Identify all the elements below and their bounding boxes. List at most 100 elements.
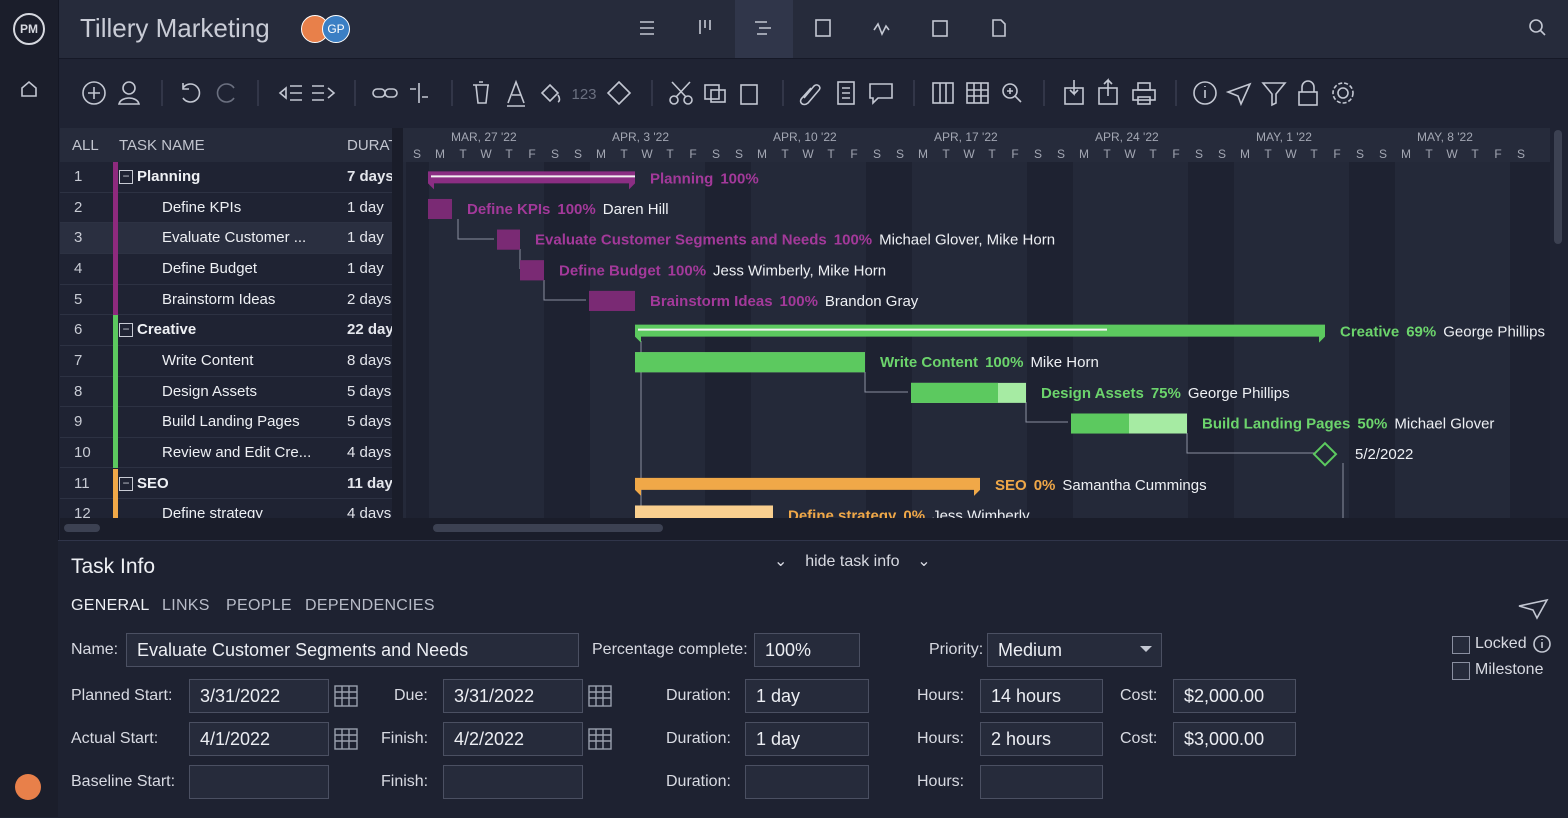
number-format-tool[interactable]: 123 (571, 86, 596, 103)
task-name: Creative (137, 321, 197, 339)
bar-name: Evaluate Customer Segments and Needs (535, 232, 827, 249)
task-progress (589, 290, 635, 311)
task-name: Define KPIs (162, 198, 242, 216)
bar-label: Brainstorm Ideas 100% Brandon Gray (650, 293, 919, 310)
hours-input[interactable] (980, 765, 1103, 799)
calendar-icons[interactable] (334, 684, 614, 754)
row-id: 12 (74, 505, 91, 518)
day-label: S (574, 147, 582, 161)
column-header[interactable]: TASK NAME (119, 137, 205, 154)
day-label: T (1471, 147, 1479, 161)
day-label: S (1379, 147, 1387, 161)
task-progress (497, 229, 520, 250)
day-label: T (505, 147, 513, 161)
day-label: T (1310, 147, 1318, 161)
toolbar-icons[interactable] (82, 78, 1354, 107)
name-input[interactable]: Evaluate Customer Segments and Needs (126, 633, 579, 667)
field-label: Cost: (1120, 687, 1158, 704)
bar-assignee: Michael Glover, Mike Horn (879, 232, 1055, 249)
row-stripe (113, 499, 118, 518)
send-icon[interactable] (1516, 598, 1550, 620)
scroll-thumb[interactable] (64, 524, 100, 532)
day-label: T (781, 147, 789, 161)
project-title: Tillery Marketing (80, 13, 270, 43)
panel-toggle[interactable]: ⌄ hide task info ⌄ (774, 551, 931, 571)
percent-input[interactable]: 100% (754, 633, 860, 667)
scroll-thumb[interactable] (433, 524, 663, 532)
row-stripe (113, 253, 118, 285)
date-input[interactable]: 3/31/2022 (443, 679, 583, 713)
tab[interactable]: GENERAL (71, 597, 150, 614)
checkbox[interactable] (1452, 662, 1470, 680)
date-input[interactable] (443, 765, 583, 799)
splitter[interactable] (392, 128, 403, 540)
week-label: MAY, 1 '22 (1256, 130, 1312, 144)
field-label: Cost: (1120, 730, 1158, 747)
duration-input[interactable] (745, 765, 869, 799)
bar-label: SEO 0% Samantha Cummings (995, 477, 1207, 494)
tab[interactable]: PEOPLE (226, 597, 292, 614)
column-header[interactable]: ALL (72, 137, 99, 154)
user-avatar[interactable] (15, 774, 41, 800)
day-label: T (1425, 147, 1433, 161)
duration-input[interactable]: 1 day (745, 679, 869, 713)
dropdown-arrow (1140, 646, 1152, 652)
date-input[interactable] (189, 765, 329, 799)
week-label: MAY, 8 '22 (1417, 130, 1473, 144)
hours-input[interactable]: 2 hours (980, 722, 1103, 756)
bar-name: Planning (650, 170, 713, 187)
checkbox[interactable] (1452, 636, 1470, 654)
day-label: F (1011, 147, 1018, 161)
tab[interactable]: LINKS (162, 597, 210, 614)
bar-percent: 100% (668, 262, 706, 279)
priority-select[interactable]: Medium (987, 633, 1162, 667)
bar-label: Define KPIs 100% Daren Hill (467, 201, 669, 218)
logo[interactable]: PM (13, 13, 45, 45)
task-name: SEO (137, 474, 169, 492)
week-label: APR, 10 '22 (773, 130, 837, 144)
sidebar (0, 0, 59, 817)
weekend-column (1533, 162, 1550, 518)
task-row[interactable] (60, 499, 392, 518)
grid-scrollbar (60, 518, 392, 540)
field-label: Duration: (666, 730, 731, 747)
day-label: W (1124, 147, 1136, 161)
avatar[interactable]: GP (322, 15, 350, 43)
tab[interactable]: DEPENDENCIES (305, 597, 435, 614)
chevron: ⌄ (774, 553, 788, 570)
scroll-thumb[interactable] (1554, 130, 1562, 244)
cost-input[interactable]: $3,000.00 (1173, 722, 1296, 756)
task-progress (428, 198, 452, 219)
field-label: Hours: (917, 687, 965, 704)
row-id: 11 (74, 474, 90, 492)
weekend-column (1372, 162, 1395, 518)
date-input[interactable]: 4/2/2022 (443, 722, 583, 756)
day-label: S (896, 147, 904, 161)
info-icon[interactable] (1532, 634, 1552, 654)
field-label: Percentage complete: (592, 641, 748, 658)
collapse-toggle: − (119, 476, 133, 491)
task-progress (520, 260, 544, 281)
bar-percent: 100% (720, 170, 758, 187)
day-label: F (689, 147, 696, 161)
column-header[interactable]: DURAT (347, 137, 392, 154)
bar-percent: 69% (1406, 324, 1436, 341)
duration-input[interactable]: 1 day (745, 722, 869, 756)
row-stripe (113, 284, 118, 316)
task-duration: 8 days (347, 351, 392, 369)
date-input[interactable]: 3/31/2022 (189, 679, 329, 713)
date-input[interactable]: 4/1/2022 (189, 722, 329, 756)
view-icons[interactable] (19, 19, 1546, 128)
gantt-scrollbar (403, 518, 1568, 540)
task-name: Write Content (162, 351, 254, 369)
field-label: Actual Start: (71, 730, 159, 747)
cost-input[interactable]: $2,000.00 (1173, 679, 1296, 713)
hours-input[interactable]: 14 hours (980, 679, 1103, 713)
day-label: T (942, 147, 950, 161)
day-label: T (666, 147, 674, 161)
chevron: ⌄ (917, 553, 931, 570)
row-id: 6 (74, 321, 83, 339)
row-stripe (113, 345, 118, 377)
